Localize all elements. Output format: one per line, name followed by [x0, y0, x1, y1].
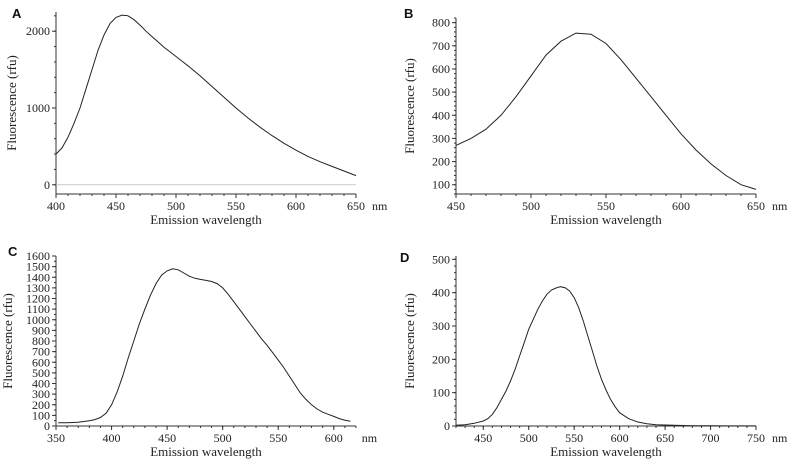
y-tick-label: 100	[432, 178, 450, 192]
y-tick-label: 0	[444, 419, 450, 433]
chart-panel-b: B 100 200 300 400 500 600 700 800 450 500 550 600 650…	[402, 6, 788, 227]
y-tick-label: 0	[44, 419, 50, 433]
y-tick-label: 900	[32, 323, 50, 337]
x-unit-label: nm	[362, 431, 378, 445]
x-tick-label: 500	[214, 431, 232, 445]
emission-curve	[58, 268, 351, 424]
y-tick-label: 100	[32, 408, 50, 422]
chart-panel-a: A 0 1000 2000 400 450 500 550 600 650 nm Emission w…	[4, 6, 388, 227]
x-tick-label: 600	[325, 431, 343, 445]
y-axis-title: Fluorescence (rfu)	[402, 293, 417, 389]
y-tick-label: 1200	[26, 292, 50, 306]
y-tick-label: 100	[432, 386, 450, 400]
x-axis-title: Emission wavelength	[550, 444, 662, 459]
x-tick-label: 500	[520, 431, 538, 445]
y-tick-label: 300	[432, 131, 450, 145]
y-tick-label: 1600	[26, 249, 50, 263]
x-tick-label: 650	[747, 199, 765, 213]
y-tick-label: 1400	[26, 270, 50, 284]
x-unit-label: nm	[372, 199, 388, 213]
y-tick-label: 700	[432, 39, 450, 53]
y-tick-label: 1300	[26, 281, 50, 295]
x-tick-label: 400	[103, 431, 121, 445]
y-tick-label: 400	[432, 286, 450, 300]
x-unit-label: nm	[772, 199, 788, 213]
y-tick-label: 400	[32, 377, 50, 391]
y-tick-label: 0	[44, 178, 50, 192]
x-axis-title: Emission wavelength	[150, 212, 262, 227]
x-tick-label: 550	[227, 199, 245, 213]
x-tick-label: 550	[597, 199, 615, 213]
x-tick-label: 450	[107, 199, 125, 213]
emission-curve	[55, 14, 357, 177]
panel-label: B	[404, 6, 413, 21]
x-tick-label: 500	[167, 199, 185, 213]
y-axis-title: Fluorescence (rfu)	[4, 55, 19, 151]
y-tick-label: 500	[432, 85, 450, 99]
x-tick-label: 450	[474, 431, 492, 445]
x-tick-label: 750	[747, 431, 765, 445]
y-tick-label: 400	[432, 108, 450, 122]
x-unit-label: nm	[772, 431, 788, 445]
y-tick-label: 200	[432, 155, 450, 169]
y-tick-label: 200	[32, 398, 50, 412]
x-axis-title: Emission wavelength	[150, 444, 262, 459]
chart-panel-c: C010020030040050060070080090010001100120…	[0, 244, 378, 459]
chart-panel-d: D 0 100 200 300 400 500 450 500 550 600 650 700 750 nm…	[400, 250, 788, 459]
emission-curve	[455, 32, 757, 190]
y-axis-title: Fluorescence (rfu)	[402, 58, 417, 154]
y-tick-label: 600	[32, 355, 50, 369]
x-tick-label: 550	[565, 431, 583, 445]
x-axis-title: Emission wavelength	[550, 212, 662, 227]
x-tick-label: 400	[47, 199, 65, 213]
y-tick-label: 600	[432, 62, 450, 76]
y-tick-label: 1000	[26, 101, 50, 115]
x-tick-label: 650	[656, 431, 674, 445]
panel-label: A	[12, 6, 22, 21]
y-tick-label: 800	[32, 334, 50, 348]
x-tick-label: 600	[287, 199, 305, 213]
x-tick-label: 350	[47, 431, 65, 445]
y-tick-label: 700	[32, 345, 50, 359]
y-tick-label: 2000	[26, 24, 50, 38]
y-tick-label: 200	[432, 352, 450, 366]
y-tick-label: 800	[432, 16, 450, 30]
y-tick-label: 1100	[26, 302, 50, 316]
y-tick-label: 1000	[26, 313, 50, 327]
y-tick-label: 500	[32, 366, 50, 380]
y-tick-label: 300	[432, 319, 450, 333]
x-tick-label: 650	[347, 199, 365, 213]
x-tick-label: 500	[522, 199, 540, 213]
x-tick-label: 600	[672, 199, 690, 213]
x-tick-label: 600	[611, 431, 629, 445]
x-tick-label: 450	[158, 431, 176, 445]
panel-label: C	[8, 244, 18, 259]
y-axis-title: Fluorescence (rfu)	[0, 293, 15, 389]
panel-label: D	[400, 250, 409, 265]
x-tick-label: 550	[269, 431, 287, 445]
x-tick-label: 450	[447, 199, 465, 213]
emission-curve	[455, 286, 756, 427]
y-tick-label: 1500	[26, 260, 50, 274]
y-tick-label: 300	[32, 387, 50, 401]
x-tick-label: 700	[702, 431, 720, 445]
y-tick-label: 500	[432, 252, 450, 266]
